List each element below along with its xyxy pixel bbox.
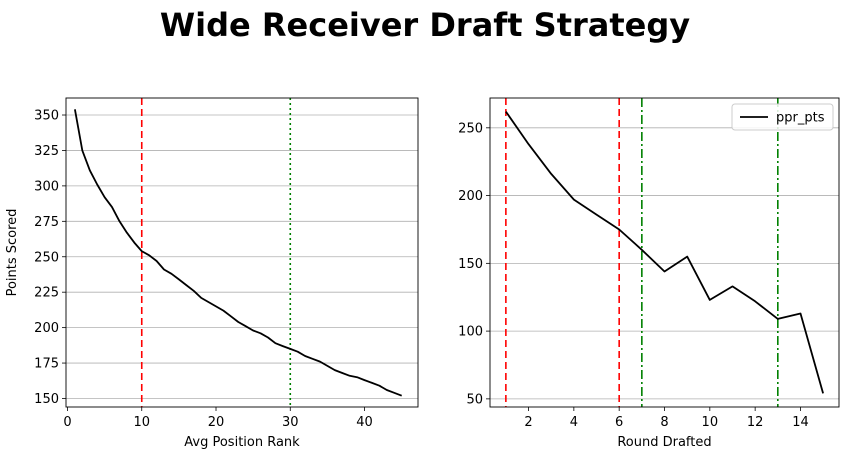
y-tick-label: 350: [34, 109, 59, 124]
x-tick-label: 20: [208, 415, 225, 430]
y-tick-label: 275: [34, 215, 59, 230]
right-chart-panel: 50 100 150 200 250 2 4 6 8 10 12 14 Round Drafted ppr…: [458, 97, 840, 450]
x-tick-label: 8: [660, 415, 668, 430]
x-tick-label: 0: [63, 415, 71, 430]
x-tick-label: 14: [792, 415, 809, 430]
x-tick-label: 30: [282, 415, 299, 430]
y-tick-label: 50: [466, 392, 483, 407]
x-tick-label: 12: [747, 415, 764, 430]
left-chart-panel: 150 175 200 225 250 275 300 325 350 0 10 20 30 40 Avg …: [5, 97, 419, 450]
x-axis-label: Avg Position Rank: [184, 435, 300, 450]
y-tick-label: 200: [34, 321, 59, 336]
y-tick-label: 325: [34, 144, 59, 159]
series-line: [505, 111, 824, 394]
y-tick-label: 250: [458, 121, 483, 136]
axes-frame: [65, 97, 419, 408]
y-axis-label: Points Scored: [5, 209, 20, 297]
x-tick-label: 10: [702, 415, 719, 430]
x-tick-label: 6: [615, 415, 623, 430]
x-tick-label: 2: [524, 415, 532, 430]
y-tick-label: 200: [458, 189, 483, 204]
y-tick-label: 150: [458, 257, 483, 272]
y-tick-label: 175: [34, 357, 59, 372]
y-tick-label: 225: [34, 286, 59, 301]
x-tick-label: 4: [570, 415, 578, 430]
axes-frame: [489, 97, 840, 408]
x-tick-label: 10: [133, 415, 150, 430]
legend-label: ppr_pts: [776, 111, 825, 126]
x-tick-label: 40: [356, 415, 373, 430]
x-axis-label: Round Drafted: [617, 435, 711, 450]
y-tick-label: 300: [34, 179, 59, 194]
legend-box: [731, 103, 834, 131]
y-tick-label: 100: [458, 325, 483, 340]
figure-title: Wide Receiver Draft Strategy: [160, 6, 690, 44]
y-tick-label: 250: [34, 250, 59, 265]
y-tick-label: 150: [34, 392, 59, 407]
series-line: [74, 109, 403, 397]
